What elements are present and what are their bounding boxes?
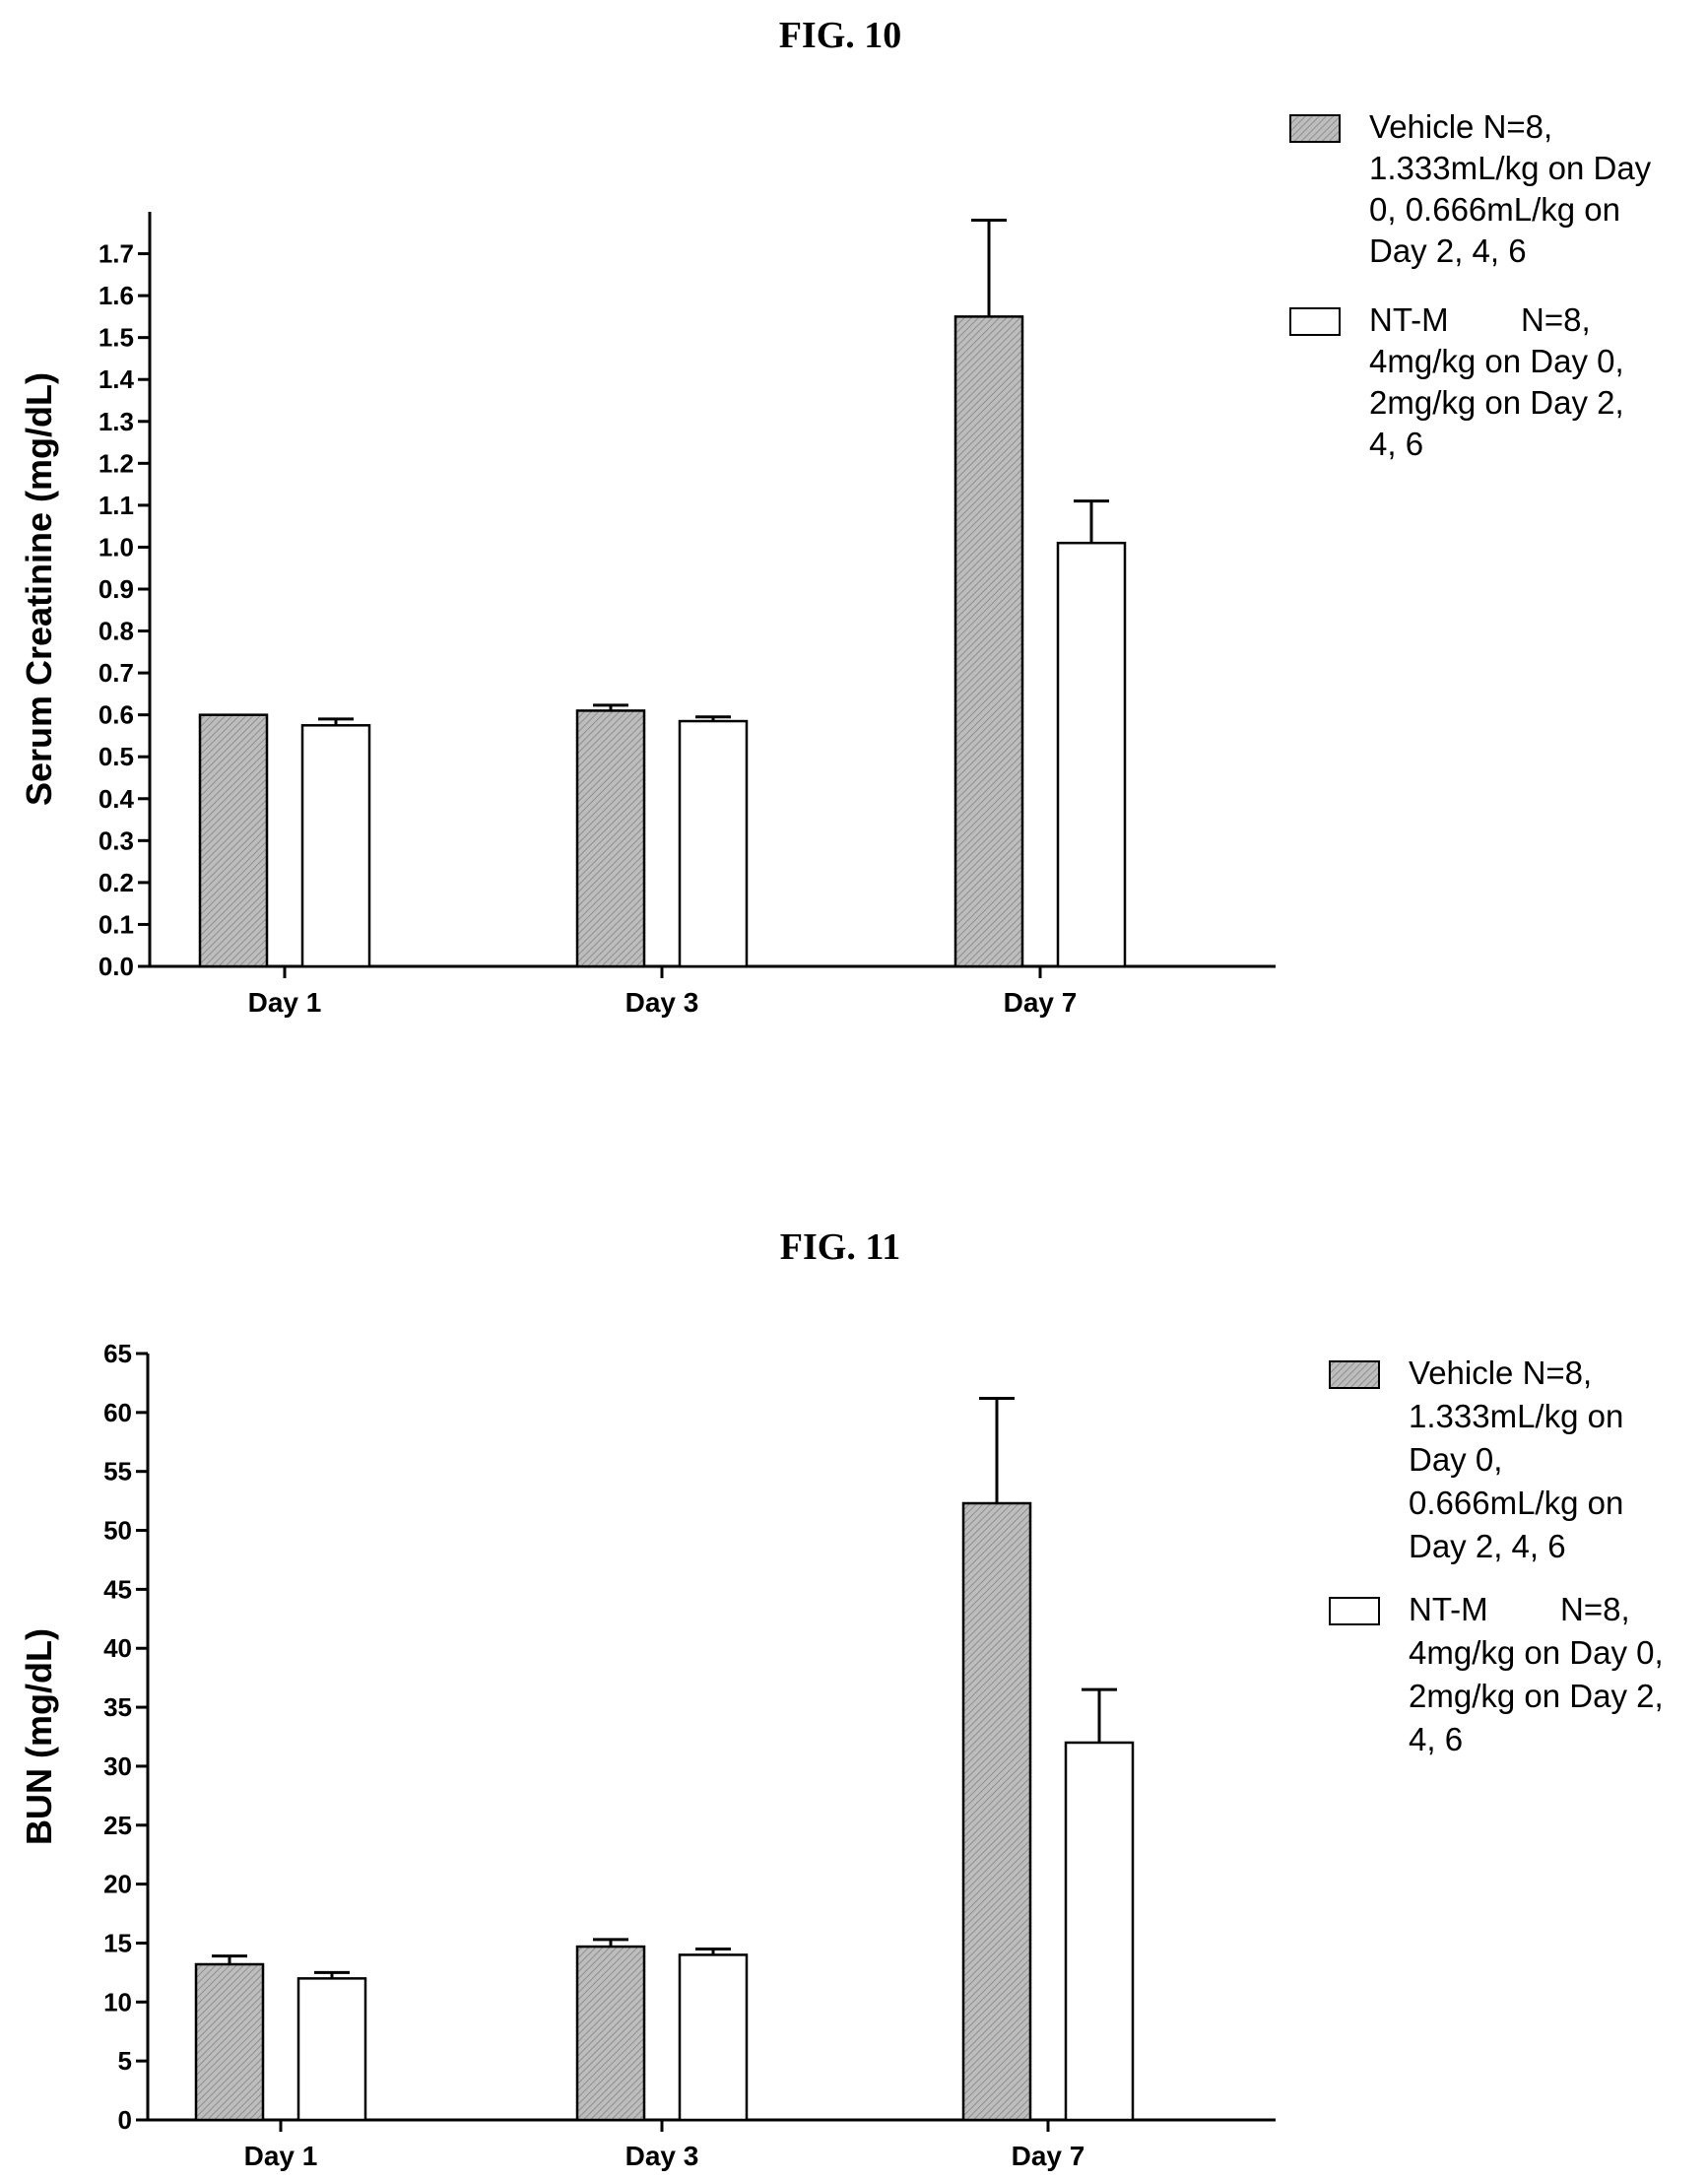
legend-label: Vehicle N=8, — [1409, 1355, 1592, 1391]
legend-label: Day 0, — [1409, 1441, 1502, 1478]
bar-ntm — [1064, 1741, 1135, 2122]
legend-label: 4mg/kg on Day 0, — [1369, 343, 1624, 379]
legend-swatch-ntm — [1329, 1597, 1380, 1625]
legend-label: 4, 6 — [1369, 426, 1423, 462]
legend-swatch-vehicle — [1329, 1360, 1380, 1389]
y-axis-label: Serum Creatinine (mg/dL) — [19, 372, 59, 806]
bar-vehicle — [961, 1501, 1032, 2122]
y-tick-label: 1.0 — [99, 532, 134, 562]
bar-vehicle — [198, 713, 269, 968]
y-tick-label: 0.9 — [99, 574, 134, 604]
bar-ntm — [678, 1953, 749, 2122]
y-tick-label: 1.7 — [99, 239, 134, 269]
chart-title: FIG. 11 — [780, 1226, 900, 1268]
y-tick-label: 25 — [103, 1811, 132, 1840]
y-tick-label: 20 — [103, 1870, 132, 1899]
legend-label: 1.333mL/kg on Day — [1369, 150, 1652, 186]
legend-swatch-vehicle — [1289, 114, 1341, 143]
x-tick-label: Day 7 — [1012, 2141, 1085, 2171]
y-tick-label: 1.5 — [99, 323, 134, 353]
bar-ntm — [300, 724, 371, 968]
x-tick-label: Day 3 — [625, 987, 699, 1018]
y-tick-label: 45 — [103, 1574, 132, 1604]
y-tick-label: 1.6 — [99, 281, 134, 310]
bar-ntm — [296, 1977, 367, 2122]
y-tick-label: 0.5 — [99, 742, 134, 771]
y-tick-label: 0.0 — [99, 952, 134, 981]
legend-label: 4mg/kg on Day 0, — [1409, 1634, 1664, 1671]
y-tick-label: 10 — [103, 1987, 132, 2016]
legend-label: 0.666mL/kg on — [1409, 1485, 1623, 1521]
x-tick-label: Day 3 — [625, 2141, 699, 2171]
y-tick-label: 40 — [103, 1633, 132, 1663]
y-tick-label: 60 — [103, 1398, 132, 1427]
y-tick-label: 0.4 — [99, 784, 135, 814]
legend-label: NT-M N=8, — [1409, 1591, 1630, 1627]
legend-label: 2mg/kg on Day 2, — [1369, 384, 1624, 421]
legend-label: 2mg/kg on Day 2, — [1409, 1678, 1664, 1714]
x-tick-label: Day 7 — [1004, 987, 1078, 1018]
y-tick-label: 55 — [103, 1457, 132, 1487]
legend-label: 0, 0.666mL/kg on — [1369, 191, 1620, 228]
legend-label: Day 2, 4, 6 — [1369, 232, 1527, 269]
y-tick-label: 0.7 — [99, 658, 134, 688]
x-tick-label: Day 1 — [244, 2141, 318, 2171]
y-tick-label: 0.2 — [99, 868, 134, 897]
y-tick-label: 5 — [118, 2046, 132, 2076]
y-tick-label: 1.3 — [99, 407, 134, 436]
chart-title: FIG. 10 — [779, 15, 902, 56]
y-tick-label: 1.4 — [99, 364, 135, 394]
legend-label: NT-M N=8, — [1369, 301, 1591, 338]
bar-ntm — [678, 719, 749, 968]
bar-vehicle — [575, 709, 646, 968]
legend-label: Day 2, 4, 6 — [1409, 1528, 1566, 1564]
legend-label: 1.333mL/kg on — [1409, 1398, 1623, 1434]
chart-2: FIG. 11 0 5 10 15 20 25 30 35 40 45 50 55 60 65 BUN (mg… — [19, 1226, 1664, 2171]
y-tick-label: 1.2 — [99, 448, 134, 478]
y-tick-label: 0.8 — [99, 617, 134, 646]
y-axis-label: BUN (mg/dL) — [19, 1628, 59, 1845]
y-tick-label: 15 — [103, 1928, 132, 1957]
chart-1: FIG. 10 0.0 0.1 0.2 0.3 0.4 0.5 0.6 0.7 0.8 0.9 1.0… — [19, 15, 1652, 1018]
y-tick-label: 0.1 — [99, 909, 134, 939]
y-tick-label: 0.3 — [99, 826, 134, 855]
y-tick-label: 30 — [103, 1751, 132, 1781]
bar-vehicle — [575, 1945, 646, 2122]
legend-swatch-ntm — [1289, 307, 1341, 336]
x-tick-label: Day 1 — [248, 987, 322, 1018]
y-tick-label: 65 — [103, 1339, 132, 1368]
y-tick-label: 50 — [103, 1516, 132, 1546]
bar-vehicle — [953, 315, 1024, 968]
y-tick-label: 35 — [103, 1692, 132, 1722]
bar-vehicle — [194, 1962, 265, 2122]
legend-label: 4, 6 — [1409, 1721, 1463, 1757]
y-tick-label: 1.1 — [99, 491, 134, 520]
legend-label: Vehicle N=8, — [1369, 108, 1552, 145]
bar-ntm — [1056, 541, 1127, 968]
y-tick-label: 0.6 — [99, 700, 134, 730]
y-tick-label: 0 — [118, 2105, 132, 2135]
